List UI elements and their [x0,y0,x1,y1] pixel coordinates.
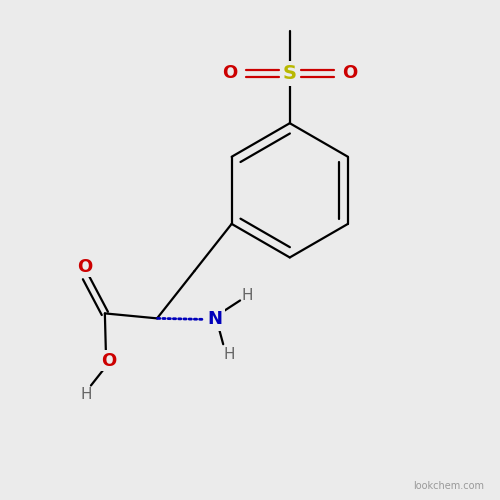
Text: N: N [208,310,222,328]
Text: O: O [100,352,116,370]
Text: H: H [242,288,254,303]
Text: S: S [283,64,297,83]
Text: O: O [342,64,357,82]
Text: lookchem.com: lookchem.com [412,481,484,491]
Text: O: O [78,258,92,276]
Text: H: H [224,346,235,362]
Text: H: H [80,387,92,402]
Text: O: O [222,64,238,82]
